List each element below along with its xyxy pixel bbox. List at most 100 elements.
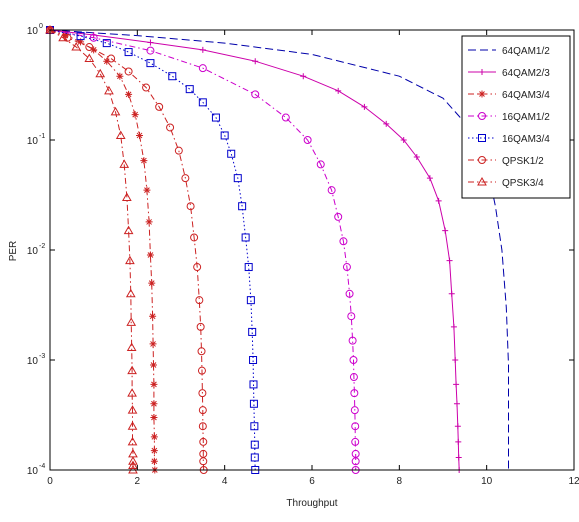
data-point xyxy=(127,421,138,430)
data-point xyxy=(348,336,357,345)
legend-marker xyxy=(478,90,486,98)
data-point xyxy=(174,146,183,155)
data-point xyxy=(131,111,139,119)
data-point xyxy=(102,39,111,48)
data-point xyxy=(383,120,390,127)
legend-label: QPSK3/4 xyxy=(502,178,544,189)
y-tick-exponent: 0 xyxy=(39,23,43,30)
series-line xyxy=(49,29,357,470)
data-point xyxy=(303,136,312,144)
data-point xyxy=(248,327,257,336)
data-point xyxy=(140,157,148,165)
legend-marker xyxy=(478,134,486,142)
legend-entry: QPSK1/2 xyxy=(468,156,544,167)
legend-marker xyxy=(477,176,487,186)
data-point xyxy=(453,381,460,388)
data-point xyxy=(250,440,259,449)
data-point xyxy=(136,131,144,139)
legend-entry: 16QAM1/2 xyxy=(468,112,550,123)
x-tick-label: 8 xyxy=(397,476,403,487)
data-point xyxy=(148,279,156,287)
data-point xyxy=(155,102,164,111)
data-point xyxy=(181,174,190,183)
data-point xyxy=(85,43,94,52)
data-point xyxy=(166,123,175,132)
data-point xyxy=(196,322,205,331)
data-point xyxy=(128,460,138,469)
data-point xyxy=(197,347,206,356)
data-point xyxy=(89,33,98,42)
data-point xyxy=(124,67,133,76)
x-axis-label: Throughput xyxy=(286,498,337,509)
legend-marker xyxy=(479,69,485,75)
data-point xyxy=(426,175,433,182)
data-point xyxy=(115,130,126,139)
data-point xyxy=(125,255,135,265)
data-point xyxy=(455,454,462,461)
data-point xyxy=(71,42,82,51)
series-64qam1-2 xyxy=(49,29,509,470)
series-line xyxy=(49,29,134,470)
legend-label: 64QAM2/3 xyxy=(502,68,550,79)
data-point xyxy=(116,72,124,80)
data-point xyxy=(455,438,462,445)
data-point xyxy=(146,59,155,68)
y-tick-exponent: -4 xyxy=(39,463,45,470)
data-point xyxy=(126,317,137,326)
data-point xyxy=(454,423,461,430)
series-line xyxy=(49,29,509,470)
x-tick-label: 2 xyxy=(135,476,141,487)
legend-label: 64QAM3/4 xyxy=(502,90,550,101)
series-64qam2-3 xyxy=(47,27,463,473)
data-point xyxy=(199,437,208,446)
data-point xyxy=(127,405,138,414)
data-point xyxy=(150,433,158,441)
x-tick-label: 4 xyxy=(222,476,228,487)
data-point xyxy=(103,57,111,65)
data-point xyxy=(110,106,121,116)
data-point xyxy=(168,72,177,81)
y-tick-exponent: -1 xyxy=(39,133,45,140)
data-point xyxy=(198,422,207,431)
data-point xyxy=(149,361,157,369)
data-point xyxy=(127,436,138,446)
data-point xyxy=(241,233,250,242)
data-point xyxy=(190,233,199,242)
data-point xyxy=(238,202,247,211)
data-point xyxy=(442,227,449,234)
data-point xyxy=(143,186,151,194)
legend-entry: 64QAM3/4 xyxy=(468,90,550,101)
data-point xyxy=(335,87,342,94)
data-point xyxy=(350,389,359,398)
legend-marker xyxy=(478,156,486,164)
data-point xyxy=(281,113,290,122)
legend-label: 16QAM1/2 xyxy=(502,112,550,123)
legend-entry: QPSK3/4 xyxy=(468,176,544,189)
data-point xyxy=(104,85,114,95)
data-point xyxy=(198,406,207,415)
data-point xyxy=(125,288,136,298)
data-point xyxy=(251,90,260,99)
y-axis-label: PER xyxy=(8,241,19,262)
data-point xyxy=(76,32,85,41)
data-point xyxy=(349,356,358,364)
data-point xyxy=(146,251,154,259)
data-point xyxy=(327,186,336,195)
data-point xyxy=(149,312,157,320)
y-tick-label: 10 xyxy=(27,26,39,37)
x-tick-label: 12 xyxy=(568,476,579,487)
data-point xyxy=(121,192,132,202)
data-point xyxy=(77,38,85,46)
data-point xyxy=(126,342,137,351)
data-point xyxy=(150,380,158,388)
data-point xyxy=(127,365,137,375)
data-point xyxy=(199,457,208,466)
series-qpsk3-4 xyxy=(45,24,138,474)
x-tick-label: 0 xyxy=(47,476,53,487)
y-tick-label: 10 xyxy=(27,246,39,257)
series-qpsk1-2 xyxy=(46,26,208,474)
data-point xyxy=(351,457,360,466)
data-point xyxy=(149,340,157,348)
legend-label: QPSK1/2 xyxy=(502,156,544,167)
